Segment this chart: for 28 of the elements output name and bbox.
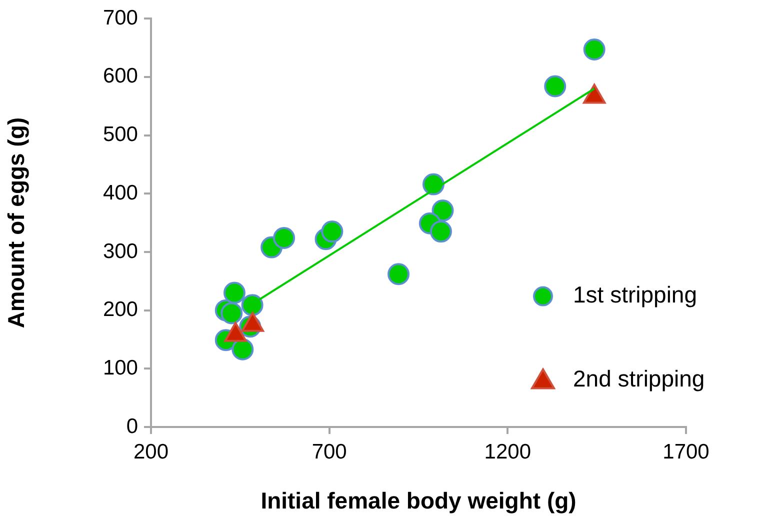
x-tick-label: 1200	[484, 440, 532, 464]
point	[241, 294, 264, 316]
legend-label: 2nd stripping	[573, 366, 705, 392]
y-tick-label: 500	[102, 123, 138, 146]
point	[220, 302, 243, 324]
x-tick-label: 1700	[662, 440, 710, 464]
point	[583, 38, 606, 61]
point	[430, 220, 452, 243]
point	[422, 173, 444, 196]
point	[223, 282, 246, 304]
x-tick-label: 200	[133, 440, 169, 464]
y-tick-label: 400	[102, 181, 138, 204]
x-tick-label: 700	[312, 440, 347, 464]
point	[321, 220, 344, 243]
point	[544, 75, 566, 98]
y-tick-label: 100	[102, 356, 138, 380]
x-axis-title: Initial female body weight (g)	[260, 488, 576, 514]
point	[232, 338, 254, 360]
y-axis-title: Amount of eggs (g)	[3, 117, 30, 328]
y-tick-label: 200	[102, 298, 138, 322]
point	[273, 226, 296, 249]
legend-label: 1st stripping	[573, 282, 698, 308]
y-tick-label: 700	[102, 6, 138, 30]
y-tick-label: 0	[126, 414, 138, 438]
point	[388, 263, 410, 286]
y-tick-label: 300	[102, 240, 138, 263]
y-tick-label: 600	[102, 64, 138, 88]
point	[432, 200, 454, 222]
